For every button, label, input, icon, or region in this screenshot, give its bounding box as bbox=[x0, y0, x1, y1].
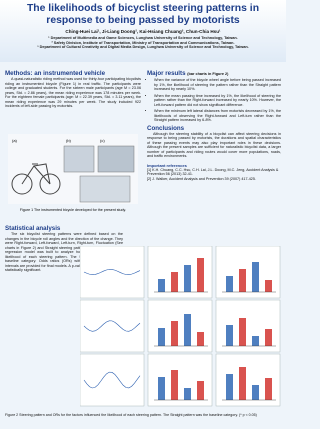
photo-placeholder bbox=[64, 146, 94, 172]
figure-1: (a) (b) (c) Figure 1 The instrumented bi… bbox=[8, 134, 138, 214]
bar-icon bbox=[197, 332, 204, 346]
bar-icon bbox=[158, 377, 165, 400]
bar-icon bbox=[184, 314, 191, 346]
photo-placeholder bbox=[80, 176, 130, 202]
photo-placeholder bbox=[98, 146, 134, 172]
bar-icon bbox=[252, 336, 259, 346]
bar-icon bbox=[265, 280, 272, 292]
heading-text: Major results bbox=[147, 70, 186, 77]
bar-icon bbox=[171, 321, 178, 346]
paragraph: Although the steering stability of a bic… bbox=[147, 132, 281, 159]
bar-icon bbox=[184, 388, 191, 400]
bullet: When the minimum left lateral distances … bbox=[154, 109, 281, 123]
bar-icon bbox=[239, 269, 246, 292]
figure-label: (a) bbox=[12, 138, 18, 143]
bar-icon bbox=[158, 279, 165, 292]
bar-icon bbox=[197, 258, 204, 292]
panel bbox=[80, 300, 144, 352]
bar-icon bbox=[239, 318, 246, 346]
figure-caption: Figure 2 Steering pattern and ORs for th… bbox=[5, 413, 281, 417]
bullet-list: When the variance of the bicycle wheel a… bbox=[147, 78, 281, 123]
figure-label: (b) bbox=[66, 138, 72, 143]
affiliations: ¹ Department of Multimedia and Game Scie… bbox=[4, 36, 282, 50]
methods-section: Methods: an instrumented vehicle A quasi… bbox=[5, 70, 141, 109]
bar-icon bbox=[171, 370, 178, 400]
figure-2-caption-box: Figure 2 Steering pattern and ORs for th… bbox=[5, 413, 281, 417]
bar-icon bbox=[171, 272, 178, 292]
title: The likelihoods of bicyclist steering pa… bbox=[6, 3, 280, 26]
poster: {"header": {"title": "The likelihoods of… bbox=[0, 0, 286, 429]
bar-icon bbox=[184, 265, 191, 292]
reference: [2] J. Walker, Accident Analysis and Pre… bbox=[147, 177, 281, 182]
bullet: When the mean passing time increased by … bbox=[154, 94, 281, 108]
figure-label: (c) bbox=[100, 138, 105, 143]
section-heading: Methods: an instrumented vehicle bbox=[5, 70, 141, 77]
bullet: When the variance of the bicycle wheel a… bbox=[154, 78, 281, 92]
bar-icon bbox=[265, 329, 272, 346]
section-heading: Major results (bar charts in Figure 2) bbox=[147, 70, 281, 77]
section-heading: Conclusions bbox=[147, 125, 281, 132]
bar-icon bbox=[197, 381, 204, 400]
paragraph: A quasi-naturalistic riding method was u… bbox=[5, 77, 141, 109]
bar-icon bbox=[252, 262, 259, 292]
references: Important references [1] K.H. Chuang, C.… bbox=[147, 163, 281, 182]
bar-icon bbox=[252, 385, 259, 400]
results-section: Major results (bar charts in Figure 2) W… bbox=[147, 70, 281, 181]
panel bbox=[80, 246, 144, 298]
figure-2 bbox=[80, 246, 282, 410]
page: Poster html, body { margin: 0; padding: … bbox=[0, 0, 320, 429]
reference: [1] K.H. Chuang, C.C. Hsu, C.H. Lai, J.L… bbox=[147, 168, 281, 177]
bar-icon bbox=[265, 378, 272, 400]
bar-icon bbox=[226, 276, 233, 292]
authors: Ching-Huei Lai¹, Ji-Liang Doong², Kai-Hs… bbox=[6, 29, 280, 34]
panel bbox=[80, 354, 144, 406]
bar-icon bbox=[158, 328, 165, 346]
heading-note: (bar charts in Figure 2) bbox=[187, 72, 228, 76]
bar-icon bbox=[239, 367, 246, 400]
figure-caption: Figure 1 The instrumented bicycle develo… bbox=[20, 208, 126, 212]
section-heading: Statistical analysis bbox=[5, 225, 123, 232]
bar-icon bbox=[226, 325, 233, 346]
bar-icon bbox=[226, 374, 233, 400]
affiliation: ³ Department of Cultural Creativity and … bbox=[4, 45, 282, 50]
